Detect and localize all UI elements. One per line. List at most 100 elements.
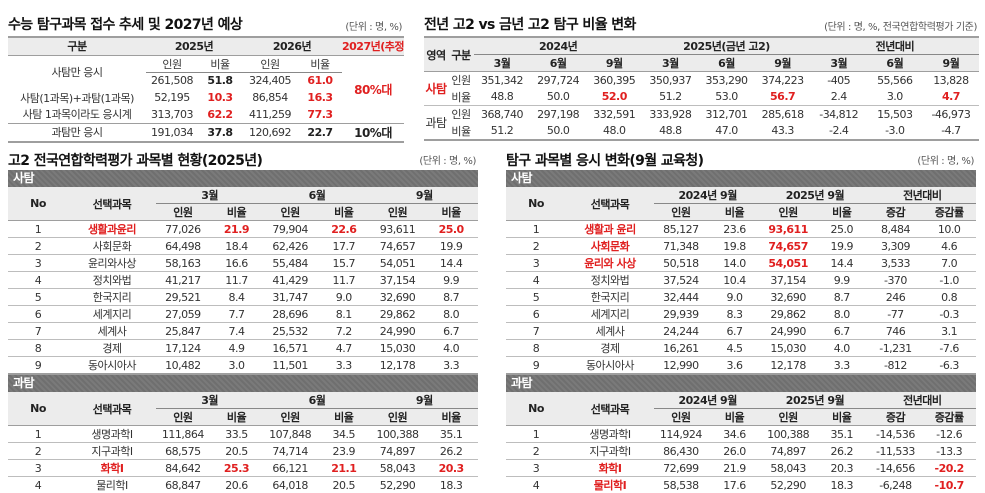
subheader: 인원	[387, 206, 408, 219]
cell-value: -1,231	[868, 339, 923, 357]
header-group: 9월	[370, 187, 478, 204]
subject-name: 지구과학Ⅰ	[68, 442, 156, 460]
cell-value: 2.4	[830, 90, 848, 104]
cell-value: 52,290	[370, 476, 425, 493]
subheader: 인원	[671, 411, 691, 424]
cell-value: 58,043	[761, 459, 815, 477]
table-row: 5 한국지리 32,444 9.0 32,690 8.7 246 0.8	[506, 288, 976, 306]
cell-value: 4.0	[814, 339, 869, 357]
cell-value: 35.1	[814, 425, 869, 443]
cell-value: -13.3	[922, 442, 976, 460]
cell-value: 6.7	[814, 322, 869, 340]
cell-value: 51.2	[490, 124, 514, 137]
cell-value: 8.3	[707, 305, 762, 323]
row-label: 인원	[451, 74, 471, 88]
cell-value: 21.9	[209, 220, 264, 238]
cell-value: 9.0	[707, 288, 762, 306]
table-row: 7 세계사 25,847 7.4 25,532 7.2 24,990 6.7	[8, 322, 478, 340]
cell-value: 11,501	[263, 356, 317, 375]
table-row: 9 동아시아사 10,482 3.0 11,501 3.3 12,178 3.3	[8, 356, 478, 375]
cell-value: 48.8	[659, 124, 682, 137]
subject-change-tables: 사탐 No 선택과목 2024년 9월 2025년 9월 전년대비 인원 비율 인원 비율 증감 증감…	[506, 170, 976, 493]
cell-value: -1.0	[922, 271, 976, 289]
cell-value: 19.9	[424, 237, 478, 255]
subject-name: 윤리와사상	[68, 254, 156, 272]
cell-value: 85,127	[654, 220, 708, 238]
cell-value: 37.8	[207, 125, 233, 139]
cell-value: 3.6	[707, 356, 762, 375]
cell-value: 16,261	[654, 339, 708, 357]
table-row: 4 물리학Ⅰ 68,847 20.6 64,018 20.5 52,290 18.3	[8, 476, 478, 493]
cell-value: -370	[868, 271, 923, 289]
cell-value: -14,536	[868, 425, 923, 443]
cell-value: 4.9	[209, 339, 264, 357]
cell-value: -10.7	[922, 476, 976, 493]
cell-value: 14.4	[814, 254, 869, 272]
panel-ratio-change: 전년 고2 vs 금년 고2 탐구 비율 변화 (단위 : 명, %, 전국연합…	[424, 14, 979, 141]
header-group: 9월	[370, 392, 478, 409]
row-no: 7	[506, 322, 566, 340]
cell-value: 8.1	[316, 305, 371, 323]
cell-value: 285,618	[761, 107, 805, 121]
cell-value: 297,724	[537, 73, 580, 87]
cell-value: 47.0	[715, 124, 738, 137]
table-row: 2 사회문화 64,498 18.4 62,426 17.7 74,657 19.9	[8, 237, 478, 255]
header-category: 구분	[451, 48, 471, 62]
panel-sept-subject-change: 탐구 과목별 응시 변화(9월 교육청) (단위 : 명, %) 사탐 No 선택과…	[506, 150, 976, 493]
row-label: 비율	[451, 90, 471, 104]
subheader: 비율	[441, 411, 462, 424]
cell-value: 35.1	[424, 425, 478, 443]
cell-value: 86,430	[654, 442, 708, 460]
cell-value: 15,030	[370, 339, 425, 357]
cell-value: 55,566	[877, 73, 913, 87]
cell-value: 3,309	[868, 237, 923, 255]
header-2024: 2024년	[474, 37, 643, 55]
cell-value: -2.4	[828, 124, 849, 137]
header-group: 2024년 9월	[654, 187, 762, 204]
cell-value: 4.7	[941, 90, 961, 104]
subheader-ratio: 비율	[298, 55, 342, 73]
panel-csat-trend: 수능 탐구과목 접수 추세 및 2027년 예상 (단위 : 명, %) 구분 …	[8, 14, 404, 143]
cell-value: 15,030	[761, 339, 815, 357]
cell-value: -6.3	[922, 356, 976, 375]
cell-value: 18.4	[209, 237, 264, 255]
section-bar-social: 사탐	[506, 170, 976, 187]
table-row: 1 생명과학Ⅰ 111,864 33.5 107,848 34.5 100,388 35.1	[8, 425, 478, 443]
row-no: 4	[8, 271, 68, 289]
cell-value: 3,533	[868, 254, 923, 272]
row-no: 1	[506, 220, 566, 238]
subheader: 인원	[387, 411, 408, 424]
cell-value: -77	[868, 305, 923, 323]
cell-value: 68,847	[156, 476, 210, 493]
cell-value: 50.0	[546, 124, 570, 137]
table-row: 2 지구과학Ⅰ 68,575 20.5 74,714 23.9 74,897 26.2	[8, 442, 478, 460]
cell-value: 74,897	[370, 442, 425, 460]
cell-value: 33.5	[209, 425, 264, 443]
section-table: No 선택과목 2024년 9월 2025년 9월 전년대비 인원 비율 인원 비율 증감 증감률 1…	[506, 187, 976, 375]
cell-value: 18.3	[814, 476, 869, 493]
cell-value: 37,154	[370, 271, 425, 289]
subheader: 증감률	[934, 206, 964, 219]
cell-value: 20.3	[814, 459, 869, 477]
cell-value: 14.0	[707, 254, 762, 272]
cell-value: 61.0	[307, 74, 333, 88]
row-no: 5	[8, 288, 68, 306]
header-no: No	[30, 197, 46, 210]
header-group: 2024년 9월	[654, 392, 762, 409]
cell-value: 55,484	[263, 254, 317, 272]
cell-value: 15,503	[877, 107, 913, 121]
cell-value: 4.6	[922, 237, 976, 255]
cell-value: 8.4	[209, 288, 264, 306]
cell-value: 7.4	[209, 322, 264, 340]
forecast-social: 80%대	[354, 82, 392, 97]
cell-value: 29,862	[370, 305, 425, 323]
cell-value: -46,973	[931, 107, 971, 121]
cell-value: 4.5	[707, 339, 762, 357]
cell-value: 51.2	[659, 90, 682, 104]
subject-name: 사회문화	[566, 237, 654, 255]
cell-value: -0.3	[922, 305, 976, 323]
cell-value: -405	[827, 73, 851, 87]
cell-value: 7.2	[316, 322, 371, 340]
panel-title: 수능 탐구과목 접수 추세 및 2027년 예상	[8, 17, 243, 33]
cell-value: 29,939	[654, 305, 708, 323]
